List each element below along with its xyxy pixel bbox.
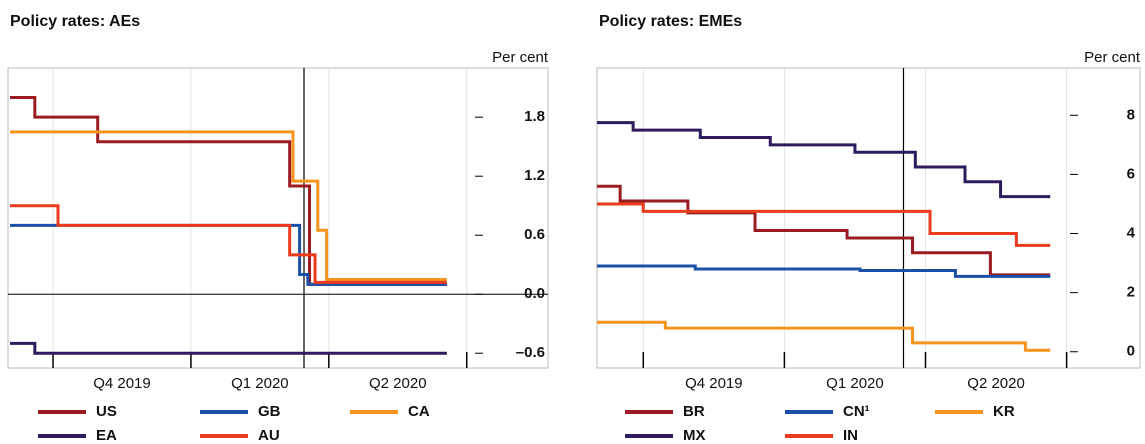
chart-title: Policy rates: EMEs <box>599 13 742 30</box>
legend-label: EA <box>96 427 117 444</box>
y-tick-label: 0.0 <box>524 285 545 302</box>
series-line <box>597 202 1051 247</box>
series-line <box>10 130 447 281</box>
plot-frame <box>596 67 1141 369</box>
legend-label: AU <box>258 427 280 444</box>
series-line <box>597 184 1051 277</box>
chart-title: Policy rates: AEs <box>10 13 140 30</box>
series-line <box>10 96 447 286</box>
series-line <box>597 264 1051 278</box>
x-tick-label: Q1 2020 <box>826 375 884 392</box>
legend-label: GB <box>258 403 281 420</box>
y-tick-label: 2 <box>1127 284 1135 301</box>
y-tick-label: 1.8 <box>524 108 545 125</box>
legend-label: BR <box>683 403 705 420</box>
legend-label: US <box>96 403 117 420</box>
y-tick-label: 0.6 <box>524 226 545 243</box>
y-tick-label: 4 <box>1127 224 1136 241</box>
y-tick-label: 1.2 <box>524 167 545 184</box>
y-tick-label: 8 <box>1127 106 1135 123</box>
series-line <box>10 204 447 284</box>
y-tick-label: 0 <box>1127 343 1135 360</box>
series-line <box>597 320 1051 352</box>
y-axis-label: Per cent <box>1084 49 1141 66</box>
series-line <box>10 223 447 286</box>
legend-label: MX <box>683 427 706 444</box>
y-axis-label: Per cent <box>492 49 549 66</box>
y-tick-label: –0.6 <box>516 344 545 361</box>
series-line <box>10 341 447 355</box>
legend-label: CN¹ <box>843 403 870 420</box>
x-tick-label: Q1 2020 <box>231 375 289 392</box>
legend-label: CA <box>408 403 430 420</box>
x-tick-label: Q4 2019 <box>685 375 743 392</box>
y-tick-label: 6 <box>1127 165 1135 182</box>
series-line <box>597 121 1051 199</box>
plot-frame <box>7 67 549 369</box>
legend-label: IN <box>843 427 858 444</box>
x-tick-label: Q2 2020 <box>967 375 1025 392</box>
legend-label: KR <box>993 403 1015 420</box>
x-tick-label: Q2 2020 <box>369 375 427 392</box>
x-tick-label: Q4 2019 <box>93 375 151 392</box>
